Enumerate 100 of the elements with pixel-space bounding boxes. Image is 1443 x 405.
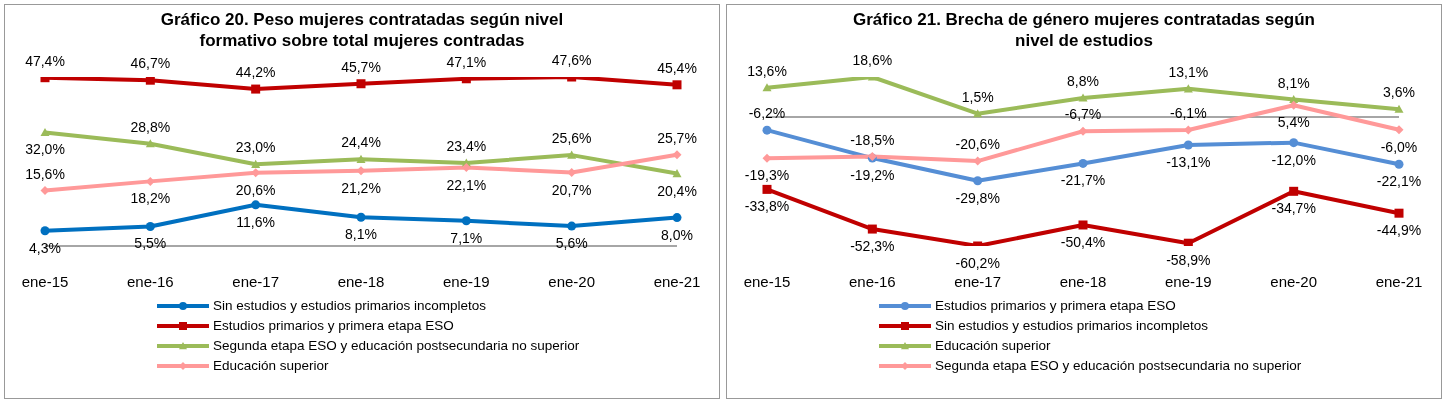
point — [145, 139, 155, 148]
legend-label: Sin estudios y estudios primarios incompletos — [213, 297, 487, 315]
x-tick-label: ene-15 — [743, 272, 791, 290]
data-label: 18,6% — [852, 52, 893, 68]
x-tick-label: ene-19 — [1164, 272, 1212, 290]
legend-label: Estudios primarios y primera etapa ESO — [935, 297, 1176, 315]
point — [1289, 186, 1299, 196]
data-label: 25,7% — [657, 129, 697, 146]
data-label: 32,0% — [25, 141, 65, 158]
data-label: 13,6% — [747, 62, 787, 79]
x-tick-label: ene-17 — [232, 272, 280, 290]
point — [973, 109, 983, 118]
data-label: -29,8% — [955, 189, 1000, 206]
point — [356, 79, 366, 89]
x-tick-label: ene-20 — [548, 272, 596, 290]
x-tick-label: ene-18 — [1059, 272, 1107, 290]
data-label: -19,2% — [850, 167, 895, 184]
data-label: 22,1% — [446, 176, 487, 193]
data-label: 44,2% — [235, 64, 276, 81]
point — [1078, 220, 1088, 230]
data-label: 11,6% — [236, 213, 275, 230]
x-tick-label: ene-19 — [442, 272, 490, 290]
chart-title: Gráfico 20. Peso mujeres contratadas según nivel formativo sobre total mujeres contradas — [159, 9, 565, 51]
point — [1183, 140, 1193, 150]
point — [672, 213, 682, 223]
data-label: 47,1% — [446, 53, 487, 70]
data-label: -6,1% — [1170, 104, 1207, 121]
data-label: -18,5% — [850, 131, 895, 148]
data-label: 24,4% — [341, 134, 381, 151]
x-tick-label: ene-15 — [21, 272, 69, 290]
point — [145, 77, 155, 85]
data-label: -13,1% — [1166, 153, 1211, 170]
data-label: 28,8% — [130, 118, 171, 135]
point — [251, 84, 261, 94]
data-label: 20,6% — [235, 181, 276, 198]
point — [867, 224, 877, 234]
data-label: 25,6% — [551, 130, 592, 147]
data-label: 45,4% — [657, 59, 697, 76]
data-label: 13,1% — [1168, 63, 1209, 80]
data-label: 5,5% — [134, 235, 167, 252]
data-label: 18,2% — [130, 190, 171, 207]
chart-title: Gráfico 21. Brecha de género mujeres contratadas según nivel de estudios — [852, 9, 1316, 51]
data-label: 5,6% — [555, 235, 588, 252]
legend-label: Estudios primarios y primera etapa ESO — [213, 317, 454, 335]
point — [461, 163, 471, 173]
point — [1289, 138, 1299, 148]
data-label: -19,3% — [744, 167, 790, 184]
data-label: -33,8% — [744, 198, 790, 215]
point — [461, 216, 471, 226]
point — [40, 226, 50, 236]
point — [40, 127, 50, 136]
point — [762, 184, 772, 194]
x-tick-label: ene-18 — [337, 272, 385, 290]
point — [567, 150, 577, 159]
x-tick-label: ene-21 — [653, 272, 701, 290]
point — [356, 212, 366, 222]
data-label: 3,6% — [1383, 84, 1415, 101]
data-label: 8,8% — [1067, 73, 1099, 90]
point — [356, 154, 366, 163]
legend-label: Sin estudios y estudios primarios incompletos — [935, 317, 1209, 335]
x-tick-label: ene-16 — [848, 272, 896, 290]
data-label: -6,0% — [1380, 138, 1418, 155]
data-label: -12,0% — [1271, 151, 1316, 168]
legend-label: Segunda etapa ESO y educación postsecundaria no superior — [213, 337, 580, 355]
legend-label: Segunda etapa ESO y educación postsecundaria no superior — [935, 357, 1302, 375]
point — [1394, 159, 1404, 169]
data-label: -34,7% — [1271, 200, 1316, 217]
data-label: 20,4% — [657, 182, 697, 199]
point — [251, 159, 261, 168]
point — [1394, 104, 1404, 113]
legend-label: Educación superior — [213, 357, 329, 375]
data-label: 45,7% — [341, 58, 381, 75]
legend-label: Educación superior — [935, 337, 1051, 355]
x-tick-label: ene-16 — [126, 272, 174, 290]
x-tick-label: ene-17 — [954, 272, 1002, 290]
point — [251, 200, 261, 210]
data-label: -21,7% — [1060, 172, 1106, 189]
data-label: -20,6% — [955, 136, 1000, 153]
point — [1183, 84, 1193, 93]
data-label: -44,9% — [1376, 222, 1422, 239]
data-label: -52,3% — [850, 238, 895, 255]
data-label: 23,4% — [446, 137, 487, 154]
data-label: -22,1% — [1376, 173, 1422, 190]
point — [145, 221, 155, 231]
data-label: 47,6% — [551, 52, 592, 68]
point — [1078, 93, 1088, 102]
data-label: 5,4% — [1277, 114, 1310, 131]
data-label: 1,5% — [961, 88, 994, 105]
data-label: 8,1% — [1277, 74, 1310, 91]
x-tick-label: ene-21 — [1375, 272, 1423, 290]
data-label: -6,2% — [748, 105, 786, 122]
data-label: 23,0% — [235, 139, 276, 156]
data-label: -60,2% — [955, 255, 1000, 271]
data-label: 7,1% — [450, 229, 483, 246]
data-label: 8,1% — [345, 226, 377, 243]
point — [1394, 208, 1404, 218]
data-label: 4,3% — [29, 239, 61, 256]
data-label: 46,7% — [130, 55, 171, 72]
point — [1183, 238, 1193, 246]
data-label: 20,7% — [551, 181, 592, 198]
